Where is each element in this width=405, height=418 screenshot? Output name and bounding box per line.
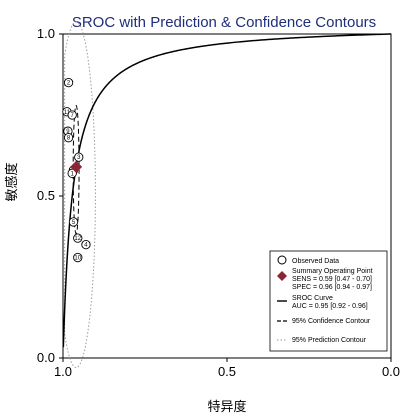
- observed-point-label: 10: [74, 256, 81, 262]
- legend-confidence-label: 95% Confidence Contour: [292, 318, 371, 325]
- y-tick-label: 0.5: [37, 188, 55, 203]
- legend-sroc-auc: AUC = 0.95 [0.92 - 0.96]: [292, 303, 368, 310]
- summary-point: [70, 160, 83, 173]
- y-axis-ticks: 0.0 0.5 1.0: [37, 26, 63, 365]
- observed-point: [74, 152, 84, 162]
- observed-point: [73, 233, 83, 243]
- observed-point: [63, 133, 74, 143]
- observed-point-label: 7: [71, 113, 75, 119]
- prediction-contour: [64, 21, 96, 369]
- legend-summary-symbol: [277, 271, 287, 281]
- observed-point: [67, 110, 77, 120]
- chart-title: SROC with Prediction & Confidence Contou…: [72, 14, 376, 31]
- observed-point-label: 5: [72, 220, 76, 226]
- x-tick-label: 1.0: [54, 364, 72, 379]
- observed-points: 211798361512410: [62, 77, 91, 263]
- y-tick-label: 1.0: [37, 26, 55, 41]
- observed-point-label: 8: [67, 136, 71, 142]
- observed-point: [73, 252, 83, 263]
- legend-summary-sens: SENS = 0.59 [0.47 - 0.70]: [292, 276, 372, 283]
- x-tick-label: 0.0: [382, 364, 400, 379]
- y-tick-label: 0.0: [37, 350, 55, 365]
- observed-point-label: 3: [77, 155, 81, 161]
- observed-point: [68, 217, 79, 227]
- y-axis-label: 敏感度: [4, 162, 20, 201]
- x-tick-label: 0.5: [218, 364, 236, 379]
- legend-prediction-label: 95% Prediction Contour: [292, 337, 367, 344]
- observed-point: [67, 168, 77, 178]
- observed-point-label: 9: [66, 129, 70, 135]
- legend-summary-spec: SPEC = 0.96 [0.94 - 0.97]: [292, 284, 372, 291]
- observed-point-label: 11: [64, 110, 71, 116]
- observed-point: [81, 239, 91, 250]
- observed-point-label: 4: [84, 243, 88, 249]
- x-axis-label: 特异度: [207, 399, 246, 415]
- legend: Observed Data Summary Operating Point SE…: [269, 250, 388, 352]
- legend-observed-symbol: [277, 255, 287, 265]
- observed-point: [63, 77, 74, 88]
- legend-observed-label: Observed Data: [292, 258, 339, 265]
- x-axis-ticks: 1.0 0.5 0.0: [54, 358, 400, 379]
- observed-point-label: 12: [74, 236, 81, 242]
- legend-summary-label: Summary Operating Point: [292, 268, 373, 275]
- observed-point-label: 2: [67, 81, 71, 87]
- legend-sroc-label: SROC Curve: [292, 295, 333, 302]
- observed-point-label: 1: [71, 171, 75, 177]
